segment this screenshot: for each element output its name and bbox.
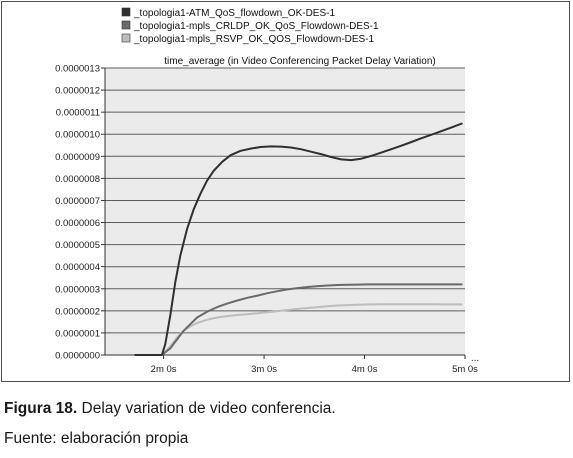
legend-label: _topologia1-mpls_CRLDP_OK_QoS_Flowdown-D…: [133, 21, 379, 32]
legend-swatch: [121, 33, 131, 43]
y-tick-label: 0.0000004: [55, 262, 100, 273]
figure-caption-label: Figura 18.: [4, 400, 78, 417]
y-tick-label: 0.0000011: [56, 108, 100, 119]
x-tick-label: 2m 0s: [151, 364, 177, 375]
y-tick-label: 0.0000001: [55, 328, 100, 339]
chart: 0.0000000 0.0000001 0.0000002 0.0000003 0.00…: [55, 7, 479, 375]
legend-label: _topologia1-mpls_RSVP_OK_QOS_Flowdown-DE…: [133, 34, 375, 45]
legend-swatch: [121, 20, 131, 30]
figure-caption: Figura 18. Delay variation de video conf…: [4, 400, 336, 418]
figure-source: Fuente: elaboración propia: [4, 430, 189, 447]
y-tick-label: 0.0000003: [55, 284, 100, 295]
series-line: [160, 303, 463, 356]
series-line: [160, 283, 463, 356]
x-tick-label: 3m 0s: [251, 364, 277, 375]
y-tick-label: 0.0000005: [55, 240, 100, 251]
y-tick-label: 0.0000002: [55, 306, 100, 317]
y-tick-label: 0.0000000: [55, 351, 100, 362]
y-tick-label: 0.0000013: [55, 64, 100, 75]
x-tick-label: 5m 0s: [452, 364, 478, 375]
y-tick-label: 0.0000008: [55, 174, 100, 185]
y-tick-label: 0.0000012: [55, 86, 100, 97]
figure-caption-text: Delay variation de video conferencia.: [77, 400, 336, 417]
x-axis-continuation: ...: [471, 353, 479, 364]
plot-area: [105, 68, 465, 355]
legend-label: _topologia1-ATM_QoS_flowdown_OK-DES-1: [133, 8, 335, 19]
legend-swatch: [121, 7, 131, 17]
chart-title: time_average (in Video Conferencing Pack…: [164, 56, 435, 67]
x-tick-label: 4m 0s: [352, 364, 378, 375]
y-tick-label: 0.0000010: [55, 130, 100, 141]
y-tick-label: 0.0000006: [55, 218, 100, 229]
y-tick-label: 0.0000009: [55, 152, 100, 163]
series-line: [134, 122, 463, 356]
y-tick-label: 0.0000007: [55, 196, 100, 207]
